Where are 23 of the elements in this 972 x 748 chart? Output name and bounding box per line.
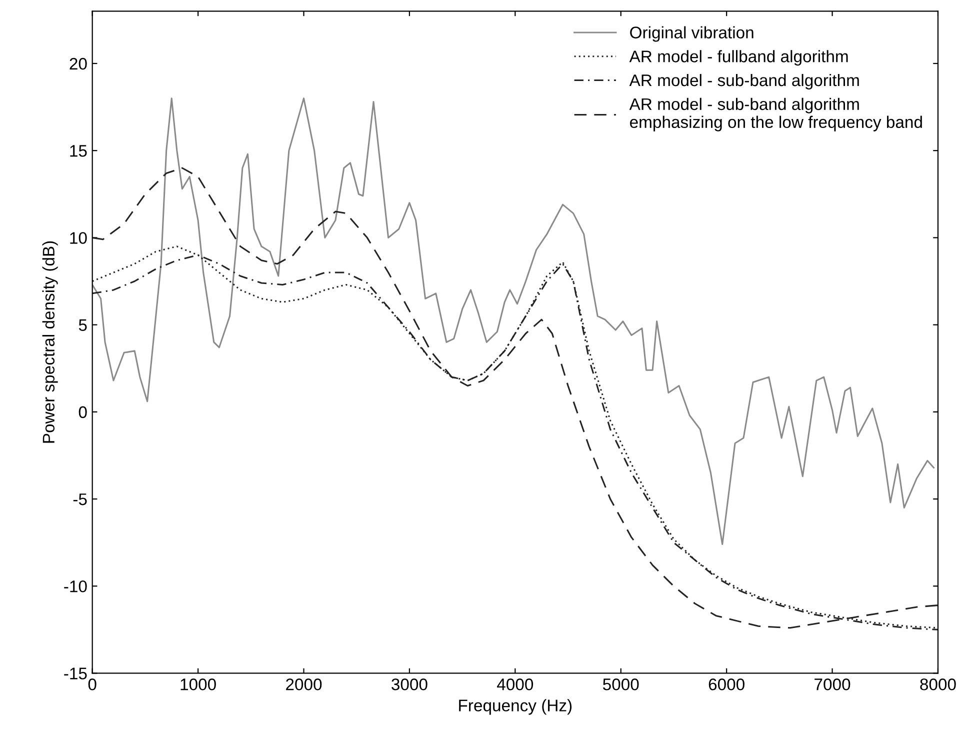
x-tick-label: 1000 xyxy=(180,678,216,690)
x-tick-label: 7000 xyxy=(814,678,850,690)
x-tick-label: 5000 xyxy=(602,678,639,690)
x-tick-label: 2000 xyxy=(286,678,322,690)
y-tick-label: 20 xyxy=(70,58,87,70)
y-tick-label: 5 xyxy=(78,319,87,331)
x-tick-label: 8000 xyxy=(920,678,956,690)
y-tick-label: -5 xyxy=(73,494,87,506)
x-tick-label: 3000 xyxy=(392,678,428,690)
y-tick-label: 0 xyxy=(78,406,87,418)
x-tick-label: 6000 xyxy=(708,678,744,690)
x-tick-label: 0 xyxy=(88,678,96,690)
x-tick-label: 4000 xyxy=(497,678,534,690)
legend-label: AR model - sub-band algorithm xyxy=(629,74,859,90)
x-axis-title: Frequency (Hz) xyxy=(459,699,572,715)
y-tick-label: 15 xyxy=(70,145,87,157)
legend-label: Original vibration xyxy=(630,26,754,42)
legend-label: AR model - fullband algorithm xyxy=(629,50,848,66)
legend-label: AR model - sub-band algorithm emphasizing on the low frequency band xyxy=(629,98,922,132)
y-axis-title: Power spectral density (dB) xyxy=(42,241,58,443)
y-tick-label: 10 xyxy=(70,232,87,244)
y-tick-label: -10 xyxy=(64,580,87,592)
y-tick-label: -15 xyxy=(64,668,87,680)
